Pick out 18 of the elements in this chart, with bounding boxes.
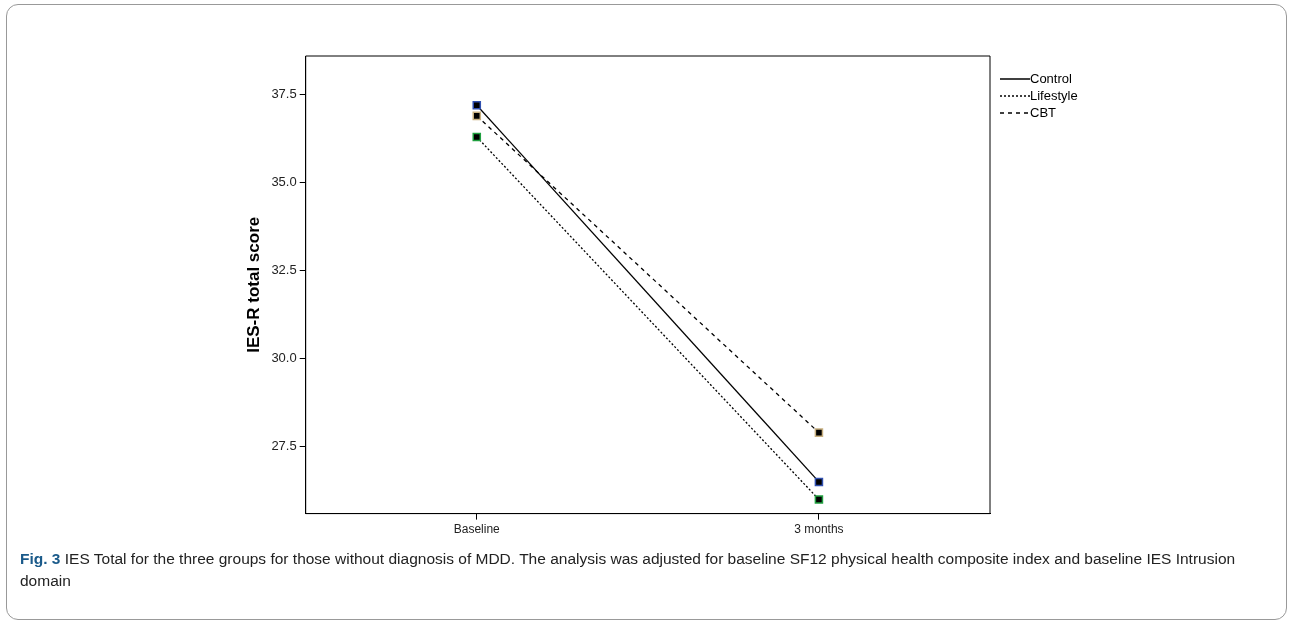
legend-label: Lifestyle bbox=[1030, 88, 1078, 103]
point bbox=[814, 477, 824, 487]
legend-label: CBT bbox=[1030, 105, 1056, 120]
x-tick-label: 3 months bbox=[794, 522, 844, 537]
y-tick-label: 27.5 bbox=[271, 438, 297, 454]
y-axis-title: IES-R total score bbox=[243, 216, 263, 353]
y-tick-label: 35.0 bbox=[271, 174, 297, 190]
point bbox=[472, 100, 482, 110]
point bbox=[472, 132, 482, 142]
point bbox=[814, 428, 824, 437]
y-tick-label: 37.5 bbox=[271, 86, 297, 102]
point bbox=[472, 111, 482, 121]
point bbox=[814, 495, 824, 504]
y-tick-label: 32.5 bbox=[271, 262, 297, 278]
caption: Fig. 3 IES Total for the three groups for those without diagnosis of MDD. The analysis was adjusted for baseline SF12 physical health composite index and baseline IES Intrusion domain bbox=[20, 549, 1237, 591]
x-tick-label: Baseline bbox=[453, 522, 501, 537]
legend-label: Control bbox=[1030, 71, 1072, 86]
y-tick-label: 30.0 bbox=[271, 350, 297, 366]
